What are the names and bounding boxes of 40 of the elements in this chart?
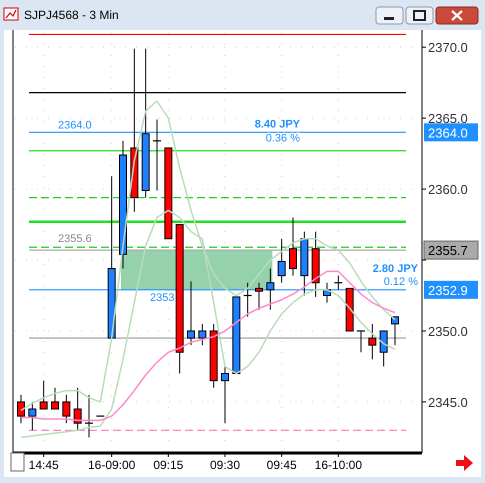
candlestick bbox=[255, 282, 263, 310]
x-tick-label: 09:45 bbox=[266, 458, 298, 472]
candlestick bbox=[266, 268, 274, 310]
chart-title: SJPJ4568 - 3 Min bbox=[24, 8, 119, 22]
candlestick bbox=[334, 275, 343, 290]
candlestick bbox=[368, 323, 376, 360]
candlestick bbox=[221, 366, 229, 424]
ref-line-label: 2364.0 bbox=[428, 125, 468, 140]
x-tick-label: 14:45 bbox=[28, 458, 60, 472]
candlestick bbox=[380, 330, 388, 367]
candlestick bbox=[289, 216, 297, 276]
x-tick-label: 09:15 bbox=[153, 458, 184, 472]
y-tick-label: 2345.0 bbox=[428, 394, 468, 410]
candlestick bbox=[198, 323, 206, 346]
annotation: 2.80 JPY bbox=[372, 262, 419, 275]
ref-line-label: 2352.9 bbox=[428, 282, 468, 298]
annotation: 2364.0 bbox=[58, 119, 92, 132]
ref-line-label: 2355.7 bbox=[428, 243, 468, 258]
y-tick-label: 2350.0 bbox=[428, 324, 468, 339]
y-tick-label: 2365.0 bbox=[428, 111, 468, 126]
annotation: 0.12 % bbox=[384, 276, 418, 288]
candlestick bbox=[28, 401, 36, 431]
annotation: 2355.6 bbox=[58, 233, 92, 246]
candlestick bbox=[152, 119, 162, 191]
y-tick-label: 2370.0 bbox=[428, 40, 468, 56]
candlestick bbox=[187, 280, 195, 346]
x-tick-label: 16-10:00 bbox=[314, 458, 362, 472]
candlestick bbox=[40, 380, 48, 410]
candlestick bbox=[17, 394, 25, 424]
candlestick bbox=[51, 387, 59, 410]
candlestick bbox=[74, 387, 82, 431]
x-tick-label: 09:30 bbox=[210, 458, 240, 472]
candlestick bbox=[62, 394, 70, 424]
annotation: 8.40 JPY bbox=[254, 118, 301, 130]
annotation: 2353 bbox=[150, 292, 174, 304]
x-tick-label: 16-09:00 bbox=[88, 458, 136, 472]
y-tick-label: 2360.0 bbox=[428, 182, 468, 198]
candlestick bbox=[278, 238, 286, 284]
candlestick bbox=[84, 394, 94, 438]
annotation: 0.36 % bbox=[266, 132, 300, 144]
